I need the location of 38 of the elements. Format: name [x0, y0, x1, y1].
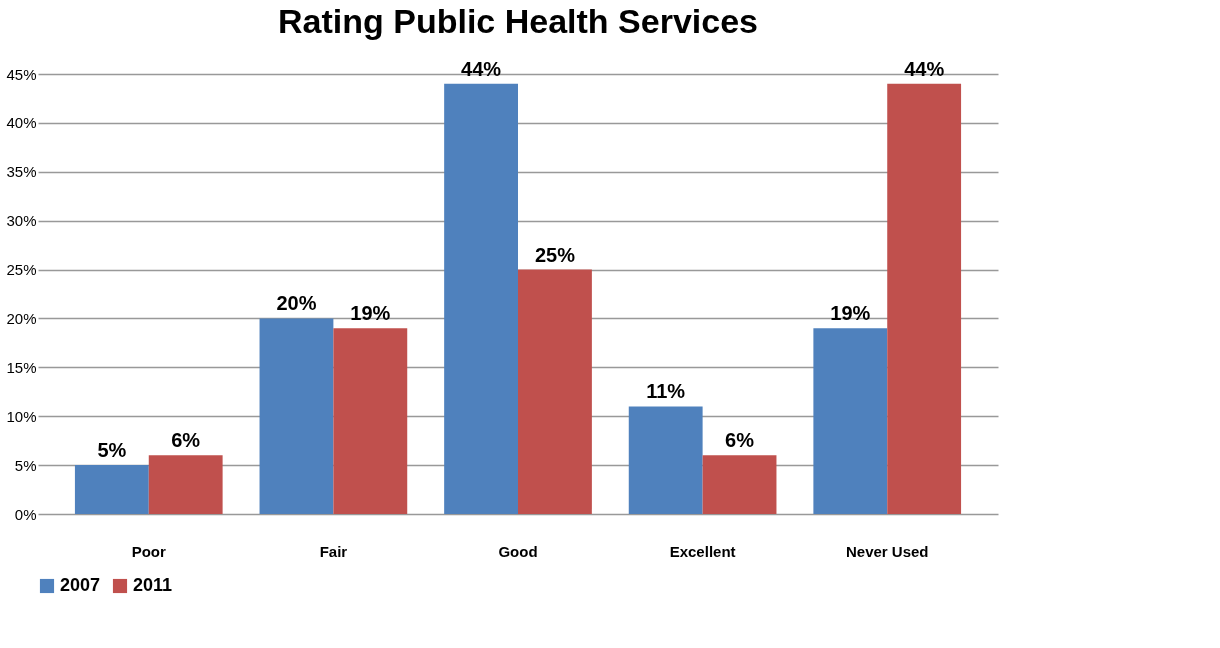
- data-label: 25%: [534, 243, 576, 266]
- bar: [518, 269, 592, 514]
- y-tick-label: 10%: [6, 407, 37, 425]
- bar: [333, 328, 408, 514]
- bar: [813, 328, 888, 514]
- data-label: 11%: [646, 380, 686, 403]
- data-label: 19%: [830, 302, 871, 325]
- data-label: 20%: [276, 292, 317, 315]
- x-tick-label: Never Used: [845, 542, 929, 560]
- y-tick-label: 5%: [14, 456, 37, 474]
- x-tick-label: Good: [498, 542, 538, 560]
- data-label: 5%: [97, 439, 127, 462]
- y-tick-label: 30%: [6, 212, 37, 230]
- bar: [74, 465, 149, 514]
- y-tick-label: 35%: [6, 163, 37, 181]
- bar: [444, 83, 518, 514]
- data-label: 44%: [904, 57, 945, 80]
- data-label: 19%: [350, 302, 391, 325]
- bar: [887, 83, 962, 514]
- chart-title: Rating Public Health Services: [278, 1, 758, 40]
- bar: [702, 455, 777, 514]
- x-tick-label: Excellent: [669, 542, 736, 560]
- bar: [259, 318, 334, 514]
- data-label: 6%: [725, 429, 755, 452]
- x-tick-label: Fair: [319, 542, 348, 560]
- legend-label: 2011: [133, 575, 173, 595]
- y-tick-label: 15%: [6, 358, 37, 376]
- y-tick-label: 25%: [6, 261, 37, 279]
- y-tick-label: 45%: [6, 65, 37, 83]
- data-label: 44%: [461, 57, 502, 80]
- y-tick-label: 0%: [14, 505, 37, 523]
- y-tick-label: 40%: [6, 114, 37, 132]
- bar: [148, 455, 223, 514]
- x-tick-label: Poor: [131, 542, 167, 560]
- y-tick-label: 20%: [6, 309, 37, 327]
- data-label: 6%: [171, 429, 201, 452]
- bar: [628, 406, 703, 514]
- legend-label: 2007: [60, 575, 101, 595]
